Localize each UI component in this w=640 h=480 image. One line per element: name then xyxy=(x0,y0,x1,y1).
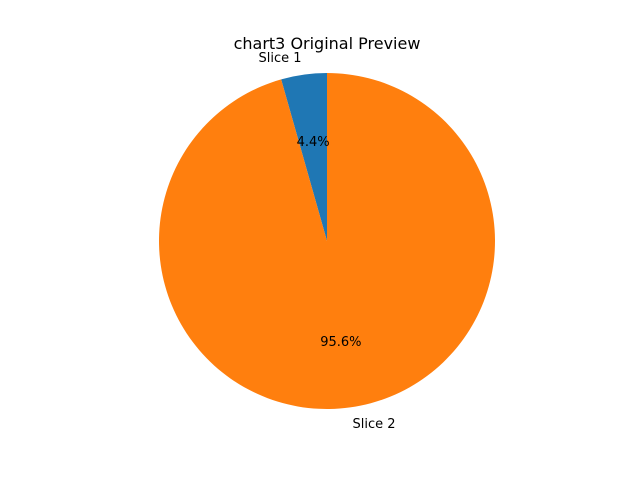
percent-label-2: 95.6% xyxy=(320,335,361,350)
pie-slice-2 xyxy=(158,73,495,409)
slice-label-1: Slice 1 xyxy=(258,51,301,66)
pie-labels: Slice 1 4.4% Slice 2 95.6% xyxy=(258,51,395,432)
pie-slices xyxy=(158,73,495,409)
chart-title: chart3 Original Preview xyxy=(234,34,421,53)
percent-label-1: 4.4% xyxy=(297,135,330,150)
pie-slice-1 xyxy=(281,73,327,241)
slice-label-2: Slice 2 xyxy=(353,417,396,432)
